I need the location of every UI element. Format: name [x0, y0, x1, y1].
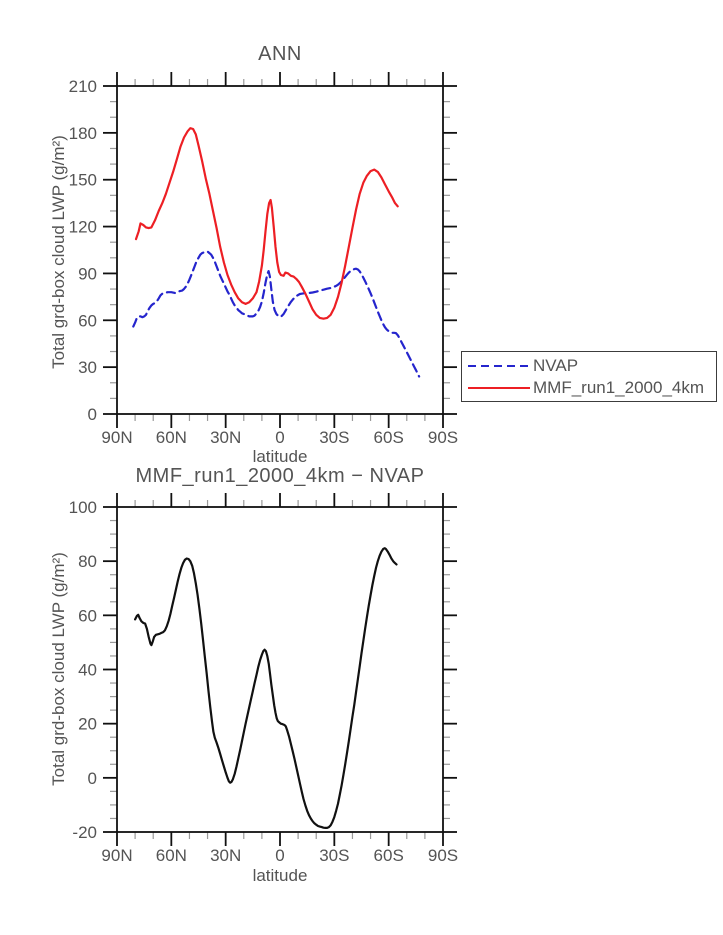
x-tick-label: 60S [374, 846, 404, 865]
x-tick-label: 90N [101, 846, 132, 865]
nvap-line [132, 250, 421, 378]
x-tick-label: 90S [428, 846, 458, 865]
x-tick-label: 60S [374, 428, 404, 447]
x-tick-label: 90N [101, 428, 132, 447]
y-tick-label: 20 [78, 715, 97, 734]
y-tick-label: 0 [88, 769, 97, 788]
x-tick-label: 60N [156, 846, 187, 865]
mmf-run1-2000-4km-nvap-line [134, 547, 398, 829]
y-tick-label: 100 [69, 498, 97, 517]
y-tick-label: 120 [69, 218, 97, 237]
legend-label: NVAP [533, 356, 579, 375]
x-tick-label: 30S [319, 846, 349, 865]
bottom-plot-frame [116, 506, 444, 833]
x-tick-label: 60N [156, 428, 187, 447]
y-tick-label: 30 [78, 358, 97, 377]
y-tick-label: 180 [69, 124, 97, 143]
x-tick-label: 0 [275, 846, 284, 865]
y-tick-label: -20 [72, 823, 97, 842]
legend: NVAP MMF_run1_2000_4km [461, 351, 717, 402]
y-tick-label: 80 [78, 552, 97, 571]
legend-item-mmf: MMF_run1_2000_4km [468, 378, 705, 397]
y-tick-label: 150 [69, 171, 97, 190]
x-tick-label: 30N [210, 846, 241, 865]
y-tick-label: 40 [78, 661, 97, 680]
bottom-chart-title: MMF_run1_2000_4km − NVAP [135, 465, 425, 487]
mmf-run1-2000-4km-line [134, 127, 399, 320]
top-y-axis-label: Total grd-box cloud LWP (g/m²) [49, 135, 68, 369]
y-tick-label: 0 [88, 405, 97, 424]
legend-label: MMF_run1_2000_4km [533, 378, 705, 397]
x-tick-label: 30N [210, 428, 241, 447]
y-tick-label: 60 [78, 311, 97, 330]
legend-item-nvap: NVAP [468, 356, 579, 375]
nvap-dashed-line-swatch [468, 364, 530, 368]
x-tick-label: 90S [428, 428, 458, 447]
top-plot-frame [116, 85, 444, 415]
y-tick-label: 90 [78, 264, 97, 283]
top-chart-title: ANN [258, 43, 302, 65]
top-x-axis-label: latitude [252, 447, 308, 466]
x-tick-label: 0 [275, 428, 284, 447]
bottom-y-axis-label: Total grd-box cloud LWP (g/m²) [49, 552, 68, 786]
x-tick-label: 30S [319, 428, 349, 447]
bottom-x-axis-label: latitude [252, 866, 308, 885]
y-tick-label: 210 [69, 77, 97, 96]
mmf-solid-line-swatch [468, 386, 530, 390]
y-tick-label: 60 [78, 606, 97, 625]
